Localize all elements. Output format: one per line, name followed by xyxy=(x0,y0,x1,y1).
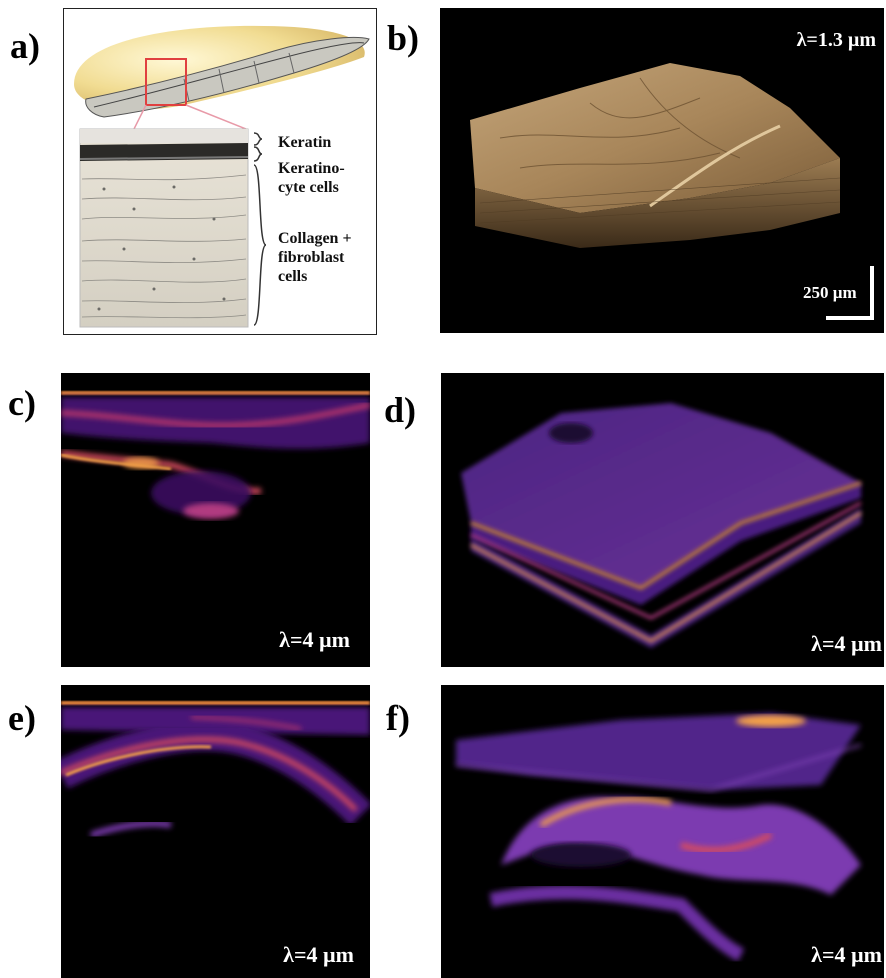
oct-bscan-c xyxy=(61,391,370,519)
wavelength-label-f: λ=4 µm xyxy=(811,942,882,967)
panel-f-volume: λ=4 µm xyxy=(441,685,884,978)
panel-label-c: c) xyxy=(8,383,36,423)
panel-e-bscan: λ=4 µm xyxy=(61,685,370,978)
panel-label-e: e) xyxy=(8,698,36,738)
wavelength-label-b: λ=1.3 µm xyxy=(796,29,876,51)
oct-3d-render-d xyxy=(461,403,862,648)
panel-b-oct-image: λ=1.3 µm 250 µm xyxy=(440,8,884,333)
keratinocyte-label: Keratino- cyte cells xyxy=(278,160,345,196)
panel-label-b: b) xyxy=(387,18,420,58)
panel-label-a: a) xyxy=(10,26,40,66)
scale-bar-label: 250 µm xyxy=(803,283,857,302)
panel-d-volume: λ=4 µm xyxy=(441,373,884,667)
tissue-schematic xyxy=(74,25,370,328)
oct-3d-render-visible xyxy=(470,63,874,320)
wavelength-label-e: λ=4 µm xyxy=(283,942,354,967)
panel-label-d: d) xyxy=(384,390,417,430)
oct-bscan-e xyxy=(61,701,370,838)
panel-c-bscan: λ=4 µm xyxy=(61,373,370,667)
wavelength-label-d: λ=4 µm xyxy=(811,631,882,656)
panel-label-f: f) xyxy=(386,698,410,738)
panel-a-illustration: Keratin Keratino- cyte cells Collagen + … xyxy=(63,8,377,335)
collagen-label: Collagen + fibroblast cells xyxy=(278,230,352,285)
wavelength-label-c: λ=4 µm xyxy=(279,627,350,652)
keratin-label: Keratin xyxy=(278,134,332,151)
oct-3d-render-f xyxy=(455,713,862,962)
